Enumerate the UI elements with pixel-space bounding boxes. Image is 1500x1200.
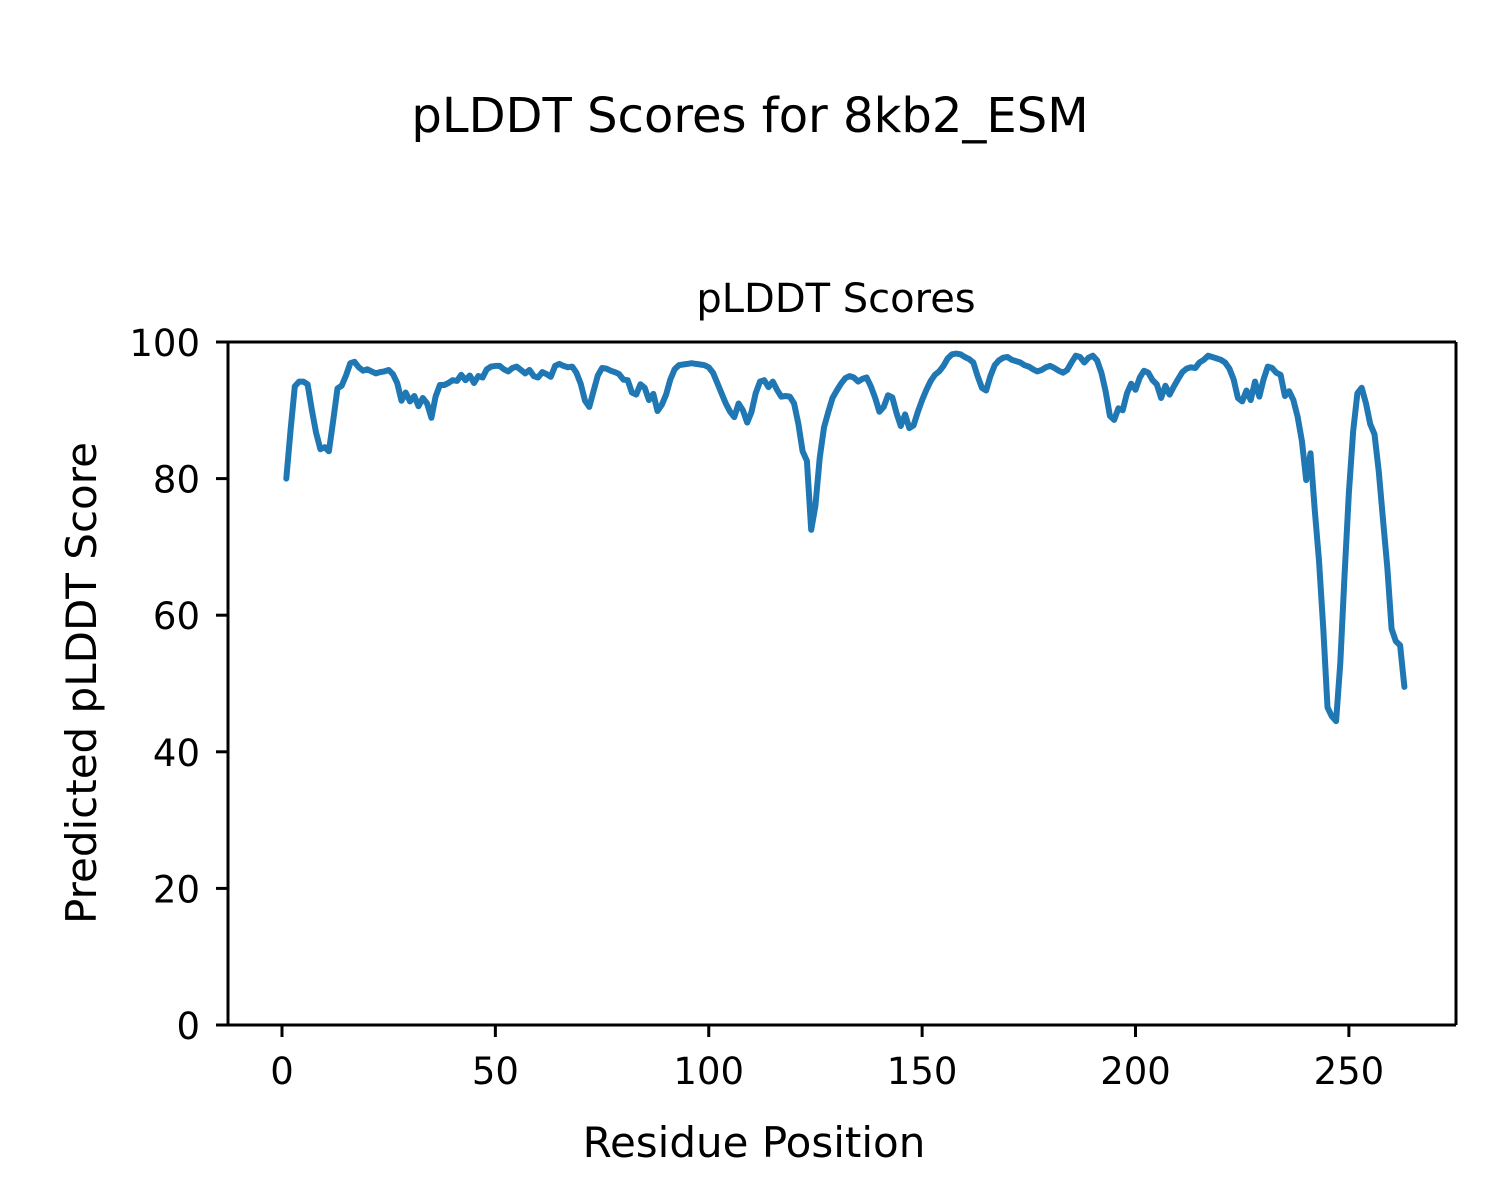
plddt-line	[283, 350, 1408, 725]
axes-spines	[226, 340, 1458, 1027]
x-tick-label: 0	[270, 1050, 294, 1093]
y-ticks: 0 20 40 60 80 100	[129, 322, 228, 1048]
y-tick-label: 100	[129, 322, 200, 365]
y-tick-label: 80	[153, 459, 200, 502]
x-tick-label: 100	[673, 1050, 744, 1093]
x-tick-label: 50	[472, 1050, 519, 1093]
x-tick-label: 250	[1314, 1050, 1385, 1093]
figure-suptitle: pLDDT Scores for 8kb2_ESM	[411, 88, 1088, 144]
y-tick-label: 0	[176, 1005, 200, 1048]
x-tick-label: 150	[887, 1050, 958, 1093]
x-ticks: 0 50 100 150 200 250	[270, 1025, 1384, 1093]
x-axis-label: Residue Position	[583, 1118, 926, 1167]
y-tick-label: 20	[153, 868, 200, 911]
y-tick-label: 40	[153, 732, 200, 775]
x-tick-label: 200	[1100, 1050, 1171, 1093]
axes-title: pLDDT Scores	[696, 276, 975, 322]
plddt-line-group	[283, 350, 1408, 725]
y-axis-label: Predicted pLDDT Score	[57, 442, 106, 924]
y-tick-label: 60	[153, 595, 200, 638]
